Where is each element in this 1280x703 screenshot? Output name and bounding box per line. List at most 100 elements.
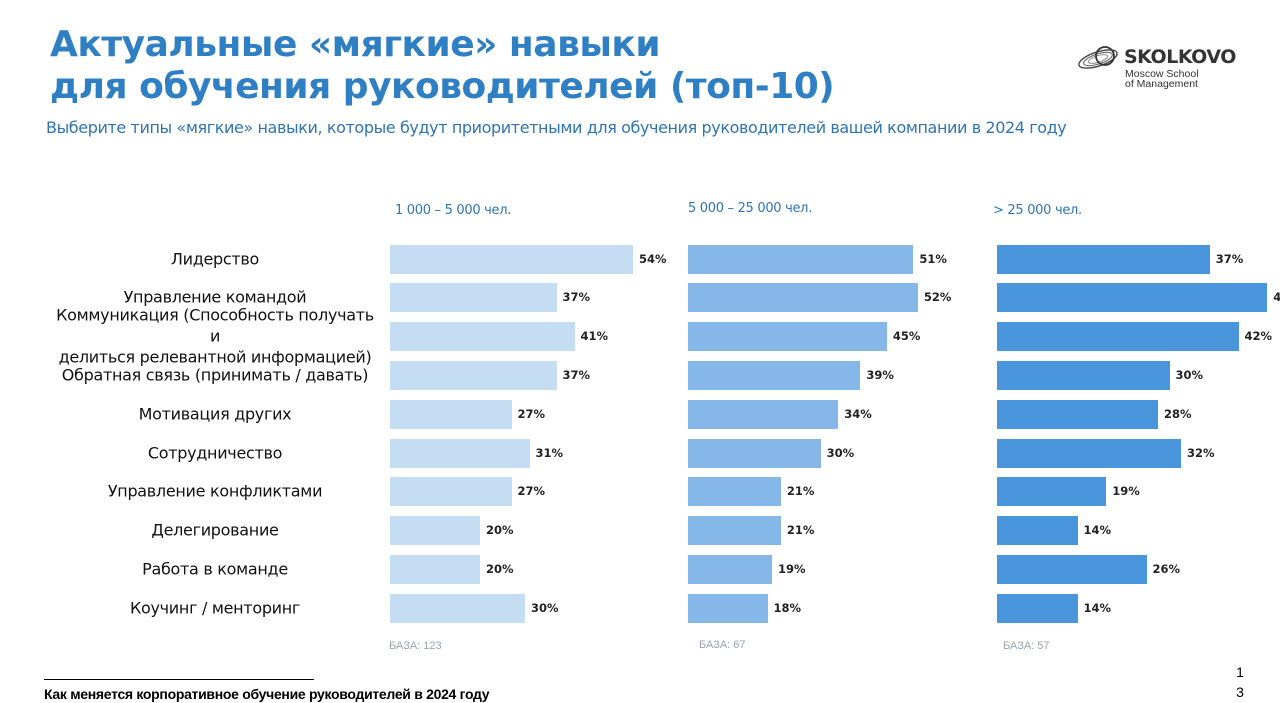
data-label: 27% xyxy=(517,407,546,421)
data-label: 41% xyxy=(580,329,609,343)
category-label: Обратная связь (принимать / давать) xyxy=(50,365,380,386)
category-label-line: Делегирование xyxy=(151,520,279,540)
data-label: 30% xyxy=(826,446,855,460)
data-label: 39% xyxy=(866,368,894,382)
bar xyxy=(688,399,839,429)
bar xyxy=(688,360,861,390)
skolkovo-logo: SKOLKOVO Moscow School of Management xyxy=(1076,42,1236,92)
data-label: 19% xyxy=(777,562,806,576)
logo-subtitle-line-1: Moscow School xyxy=(1125,68,1199,80)
bar xyxy=(390,282,557,312)
data-label: 47% xyxy=(1273,290,1280,304)
category-label-line: делиться релевантной информацией) xyxy=(58,347,372,367)
data-label: 21% xyxy=(786,523,815,537)
title-line-2: для обучения руководителей (топ-10) xyxy=(50,66,835,107)
data-label: 27% xyxy=(517,484,546,498)
data-label: 28% xyxy=(1164,407,1192,421)
data-label: 19% xyxy=(1112,484,1140,498)
bar xyxy=(390,554,480,584)
category-label: Управление командой xyxy=(50,287,380,308)
page-title: Актуальные «мягкие» навыки для обучения … xyxy=(50,24,835,108)
bar xyxy=(390,321,575,351)
series-title: 5 000 – 25 000 чел. xyxy=(688,201,813,216)
page-number-line-2: 3 xyxy=(1236,684,1244,700)
bar xyxy=(997,476,1107,506)
bar xyxy=(997,399,1158,429)
bar xyxy=(688,476,781,506)
data-label: 37% xyxy=(1215,252,1244,266)
title-line-1: Актуальные «мягкие» навыки xyxy=(50,24,661,65)
bar xyxy=(688,438,821,468)
bar xyxy=(390,244,633,274)
series-title: > 25 000 чел. xyxy=(993,203,1082,218)
data-label: 18% xyxy=(773,601,802,615)
category-label-line: Сотрудничество xyxy=(147,443,283,463)
page-number-line-1: 1 xyxy=(1236,664,1244,680)
category-label-line: Работа в команде xyxy=(142,559,288,579)
data-label: 37% xyxy=(562,368,591,382)
category-label: Управление конфликтами xyxy=(50,481,380,502)
data-label: 14% xyxy=(1083,523,1112,537)
category-label-line: Управление командой xyxy=(123,287,307,307)
logo-subtitle-line-2: of Management xyxy=(1125,78,1198,90)
data-label: 37% xyxy=(562,290,591,304)
category-label-line: Обратная связь (принимать / давать) xyxy=(61,365,369,385)
series-base-size: БАЗА: 67 xyxy=(699,639,746,651)
series-title: 1 000 – 5 000 чел. xyxy=(395,203,512,218)
bar xyxy=(997,554,1147,584)
bar xyxy=(390,360,557,390)
category-label: Коммуникация (Способность получать и дели… xyxy=(50,305,380,368)
data-label: 21% xyxy=(786,484,815,498)
data-label: 51% xyxy=(919,252,947,266)
category-label: Делегирование xyxy=(50,520,380,541)
category-label-line: Лидерство xyxy=(170,249,260,269)
bar xyxy=(390,399,512,429)
bar xyxy=(688,554,772,584)
bar xyxy=(390,476,512,506)
series-base-size: БАЗА: 123 xyxy=(389,640,442,652)
footer-text: Как меняется корпоративное обучение руко… xyxy=(44,686,490,702)
bar xyxy=(390,515,480,545)
category-label-line: Коучинг / менторинг xyxy=(129,598,301,618)
bar xyxy=(997,360,1170,390)
data-label: 42% xyxy=(1244,329,1273,343)
data-label: 20% xyxy=(486,523,514,537)
bar xyxy=(997,438,1181,468)
data-label: 45% xyxy=(892,329,921,343)
data-label: 31% xyxy=(535,446,564,460)
bar xyxy=(997,321,1239,351)
series-base-size: БАЗА: 57 xyxy=(1003,640,1050,652)
bar xyxy=(688,244,914,274)
category-label: Лидерство xyxy=(50,249,380,270)
category-label-line: Мотивация других xyxy=(138,404,292,424)
data-label: 54% xyxy=(639,252,667,266)
category-label-line: Управление конфликтами xyxy=(107,481,323,501)
data-label: 30% xyxy=(1175,368,1204,382)
bar xyxy=(688,321,887,351)
bar xyxy=(688,282,918,312)
bar xyxy=(997,593,1078,623)
category-label: Мотивация других xyxy=(50,404,380,425)
footer-divider xyxy=(44,679,314,680)
page-number: 1 3 xyxy=(1234,662,1246,702)
bar xyxy=(688,515,781,545)
logo-name: SKOLKOVO xyxy=(1124,46,1236,68)
bar xyxy=(997,515,1078,545)
data-label: 20% xyxy=(486,562,514,576)
bar xyxy=(390,593,525,623)
data-label: 26% xyxy=(1152,562,1181,576)
data-label: 34% xyxy=(844,407,872,421)
bar xyxy=(688,593,768,623)
skolkovo-logo-mark-icon xyxy=(1078,46,1118,69)
category-label: Работа в команде xyxy=(50,559,380,580)
bar xyxy=(997,282,1268,312)
category-label-line: Коммуникация (Способность получать и xyxy=(56,305,374,346)
survey-question: Выберите типы «мягкие» навыки, которые б… xyxy=(46,118,1067,137)
bar xyxy=(997,244,1210,274)
category-label: Сотрудничество xyxy=(50,443,380,464)
category-label: Коучинг / менторинг xyxy=(50,598,380,619)
bar xyxy=(390,438,530,468)
data-label: 30% xyxy=(531,601,559,615)
data-label: 32% xyxy=(1187,446,1215,460)
logo-subtitle: Moscow School of Management xyxy=(1125,68,1199,90)
